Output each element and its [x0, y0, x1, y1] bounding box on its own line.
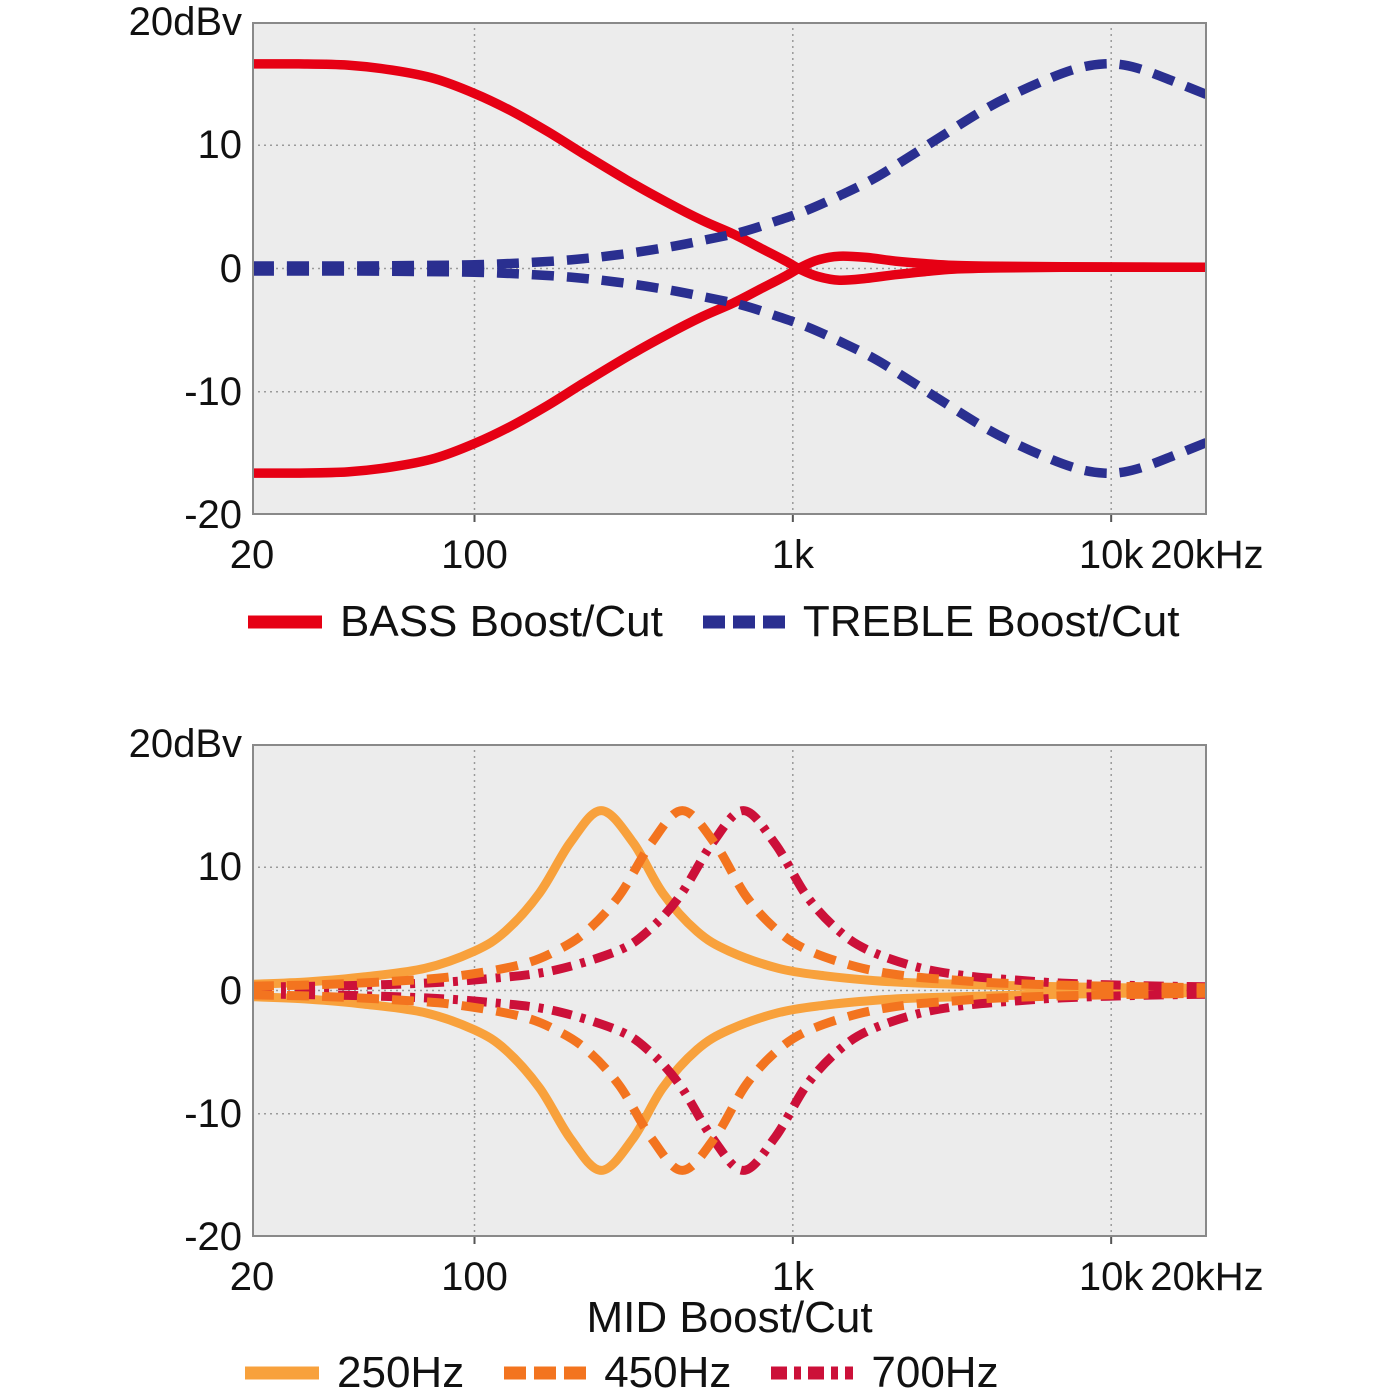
- legend-item-treble: TREBLE Boost/Cut: [702, 597, 1180, 646]
- x-tick-10k: 10k: [1078, 533, 1144, 577]
- y-tick-neg20-mid: -20: [184, 1215, 242, 1259]
- y-tick-20dbv-mid: 20dBv: [128, 722, 242, 766]
- legend-item-bass: BASS Boost/Cut: [248, 598, 663, 646]
- mid-legend: 250Hz 450Hz 700Hz: [245, 1349, 999, 1397]
- x-tick-20: 20: [229, 533, 275, 577]
- legend-item-700hz: 700Hz: [771, 1348, 999, 1397]
- x-tick-1k: 1k: [771, 533, 814, 577]
- legend-label-bass: BASS Boost/Cut: [340, 597, 663, 646]
- legend-label-250hz: 250Hz: [337, 1348, 465, 1397]
- bass-treble-plot: [252, 22, 1207, 522]
- legend-item-250hz: 250Hz: [245, 1349, 464, 1397]
- x-tick-100-mid: 100: [441, 1255, 508, 1299]
- y-tick-neg20: -20: [184, 493, 242, 537]
- y-tick-neg10-mid: -10: [184, 1091, 242, 1136]
- legend-label-700hz: 700Hz: [871, 1348, 999, 1397]
- x-tick-1k-mid: 1k: [771, 1255, 814, 1299]
- x-tick-100: 100: [441, 533, 508, 577]
- x-tick-20-mid: 20: [229, 1255, 275, 1299]
- mid-plot: [252, 744, 1207, 1244]
- x-tick-10k-mid: 10k: [1078, 1255, 1144, 1299]
- legend-label-treble: TREBLE Boost/Cut: [802, 597, 1180, 646]
- freq-250hz-line-swatch-icon: [245, 1366, 319, 1380]
- legend-item-450hz: 450Hz: [504, 1349, 731, 1397]
- y-tick-0-mid: 0: [219, 968, 242, 1013]
- x-tick-20khz: 20kHz: [1150, 533, 1264, 577]
- freq-700hz-line-swatch-icon: [771, 1366, 854, 1380]
- bass-line-swatch-icon: [248, 615, 322, 629]
- y-tick-neg10: -10: [184, 369, 242, 414]
- y-tick-10-mid: 10: [197, 845, 243, 890]
- x-tick-20khz-mid: 20kHz: [1150, 1255, 1264, 1299]
- bass-treble-legend: BASS Boost/Cut TREBLE Boost/Cut: [248, 598, 1179, 646]
- y-tick-10: 10: [197, 123, 243, 168]
- y-tick-0: 0: [219, 246, 242, 291]
- y-tick-20dbv: 20dBv: [128, 0, 242, 44]
- treble-line-swatch-icon: [702, 615, 785, 629]
- freq-450hz-line-swatch-icon: [504, 1366, 587, 1380]
- mid-axis-title: MID Boost/Cut: [586, 1293, 873, 1342]
- legend-label-450hz: 450Hz: [604, 1348, 732, 1397]
